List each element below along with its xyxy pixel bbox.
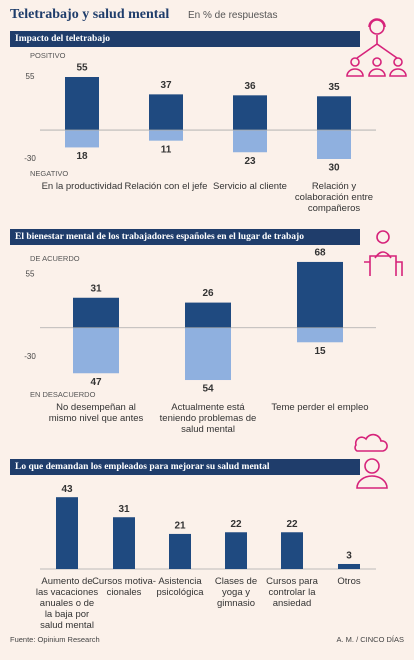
bar (317, 96, 351, 131)
bar (149, 94, 183, 131)
credit: A. M. / CINCO DÍAS (336, 635, 404, 644)
bar (185, 302, 231, 328)
bar (149, 130, 183, 141)
y-tick-label: 55 (26, 270, 35, 279)
value-label: 31 (90, 283, 102, 294)
value-label: 26 (202, 288, 214, 299)
bar (225, 532, 247, 569)
x-tick-label: Servicio al cliente (213, 181, 287, 192)
bar (317, 130, 351, 159)
x-tick-label: Teme perder el empleo (271, 402, 369, 413)
bar (185, 327, 231, 381)
chart-title: El bienestar mental de los trabajadores … (10, 229, 360, 245)
source: Fuente: Opinium Research (10, 635, 100, 644)
x-tick-label: Relación y colaboración entre compañeros (294, 181, 374, 214)
value-label: 37 (160, 80, 172, 91)
value-label: 18 (76, 151, 88, 162)
bar (297, 261, 343, 328)
value-label: 68 (314, 248, 326, 259)
value-label: 54 (202, 384, 214, 395)
series-label: NEGATIVO (30, 169, 68, 178)
series-label: EN DESACUERDO (30, 390, 96, 399)
x-tick-label: No desempeñan al mismo nivel que antes (48, 402, 144, 424)
x-tick-label: Cursos motiva-cionales (92, 576, 156, 598)
page-subtitle: En % de respuestas (188, 10, 278, 21)
value-label: 22 (230, 519, 242, 530)
x-tick-label: Actualmente está teniendo problemas de s… (159, 402, 257, 435)
bar (233, 130, 267, 153)
bar (73, 327, 119, 374)
bar (338, 563, 360, 569)
value-label: 36 (244, 81, 256, 92)
value-label: 31 (118, 504, 130, 515)
value-label: 15 (314, 346, 326, 357)
bar (65, 130, 99, 148)
icon (346, 18, 407, 489)
value-label: 30 (328, 163, 340, 174)
bar (169, 533, 191, 569)
x-tick-label: Relación con el jefe (124, 181, 208, 192)
chart-title: Lo que demandan los empleados para mejor… (10, 459, 360, 475)
series-label: DE ACUERDO (30, 254, 80, 263)
chart-title: Impacto del teletrabajo (10, 31, 360, 47)
bar (233, 95, 267, 131)
y-tick-label: 55 (26, 72, 35, 81)
y-tick-label: -30 (24, 352, 36, 361)
bar (281, 532, 303, 569)
bar (297, 327, 343, 343)
value-label: 21 (174, 521, 186, 532)
x-tick-label: En la productividad (41, 181, 123, 192)
value-label: 11 (161, 144, 172, 155)
bar (56, 497, 78, 569)
value-label: 3 (346, 551, 352, 562)
bar (113, 517, 135, 569)
bar (65, 77, 99, 131)
x-tick-label: Clases de yoga y gimnasio (214, 576, 258, 609)
x-tick-label: Otros (337, 576, 361, 587)
x-tick-label: Cursos para controlar la ansiedad (266, 576, 318, 609)
value-label: 23 (244, 156, 256, 167)
x-tick-label: Aumento de las vacaciones anuales o de l… (35, 576, 99, 631)
series-label: POSITIVO (30, 51, 66, 60)
x-tick-label: Asistencia psicológica (156, 576, 204, 598)
value-label: 22 (286, 519, 298, 530)
value-label: 55 (76, 63, 88, 74)
page-title: Teletrabajo y salud mental (10, 7, 170, 22)
y-tick-label: -30 (24, 154, 36, 163)
value-label: 35 (328, 82, 340, 93)
value-label: 47 (90, 377, 102, 388)
value-label: 43 (61, 484, 73, 495)
bar (73, 297, 119, 328)
